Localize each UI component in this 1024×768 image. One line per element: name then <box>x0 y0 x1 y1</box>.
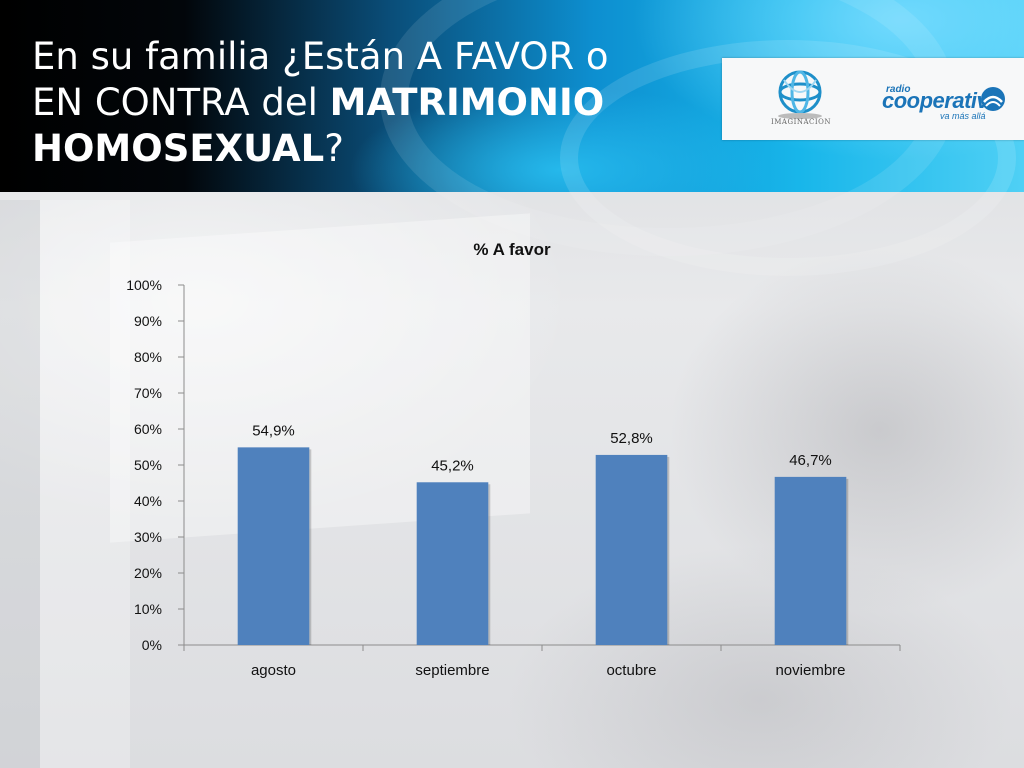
bar <box>595 454 668 645</box>
title-line-2-normal: EN CONTRA del <box>32 81 330 124</box>
x-category-label: agosto <box>251 662 296 679</box>
y-tick-label: 80% <box>134 349 162 365</box>
y-tick-label: 0% <box>142 637 162 653</box>
bars <box>237 447 849 645</box>
bar <box>774 476 847 645</box>
logo-box: IMAGINACION radio cooperativa va más all… <box>722 58 1024 140</box>
title-line-2-bold: MATRIMONIO <box>329 81 605 124</box>
bar <box>237 447 310 645</box>
bar-chart: % A favor 0% 10% 20% 30% 40% 50% 60% 70% 80% 90% 1… <box>126 240 901 679</box>
y-tick-label: 40% <box>134 493 162 509</box>
title-line-3-end: ? <box>324 127 344 170</box>
background-shape <box>40 200 130 768</box>
y-tick-label: 30% <box>134 529 162 545</box>
imaginacion-logo-text: IMAGINACION <box>770 118 831 126</box>
data-label: 54,9% <box>252 422 295 439</box>
y-tick-label: 20% <box>134 565 162 581</box>
globe-logo-icon <box>778 70 822 119</box>
data-label: 45,2% <box>431 457 474 474</box>
y-tick-label: 100% <box>126 277 162 293</box>
y-tick-label: 60% <box>134 421 162 437</box>
data-labels: 54,9% 45,2% 52,8% 46,7% <box>252 422 832 474</box>
cooperativa-globe-icon <box>981 87 1005 111</box>
title-line-1: En su familia ¿Están A FAVOR o <box>32 35 609 78</box>
chart-title: % A favor <box>473 240 551 259</box>
x-axis-categories: agosto septiembre octubre noviembre <box>251 662 846 679</box>
data-label: 52,8% <box>610 430 653 447</box>
cooperativa-small-text: radio <box>886 84 911 95</box>
x-category-label: octubre <box>606 662 656 679</box>
cooperativa-tagline: va más allá <box>940 111 986 121</box>
title-line-3-bold: HOMOSEXUAL <box>32 127 325 170</box>
y-tick-label: 50% <box>134 457 162 473</box>
y-axis-ticks: 0% 10% 20% 30% 40% 50% 60% 70% 80% 90% 100% <box>126 277 184 653</box>
x-category-label: noviembre <box>775 662 845 679</box>
background-shape <box>0 200 40 768</box>
x-category-label: septiembre <box>415 662 489 679</box>
y-tick-label: 10% <box>134 601 162 617</box>
cooperativa-logo-text: cooperativa <box>882 88 1001 113</box>
y-tick-label: 70% <box>134 385 162 401</box>
bar <box>416 482 489 645</box>
y-tick-label: 90% <box>134 313 162 329</box>
slide-title: En su familia ¿Están A FAVOR o EN CONTRA… <box>32 34 692 172</box>
data-label: 46,7% <box>789 452 832 469</box>
